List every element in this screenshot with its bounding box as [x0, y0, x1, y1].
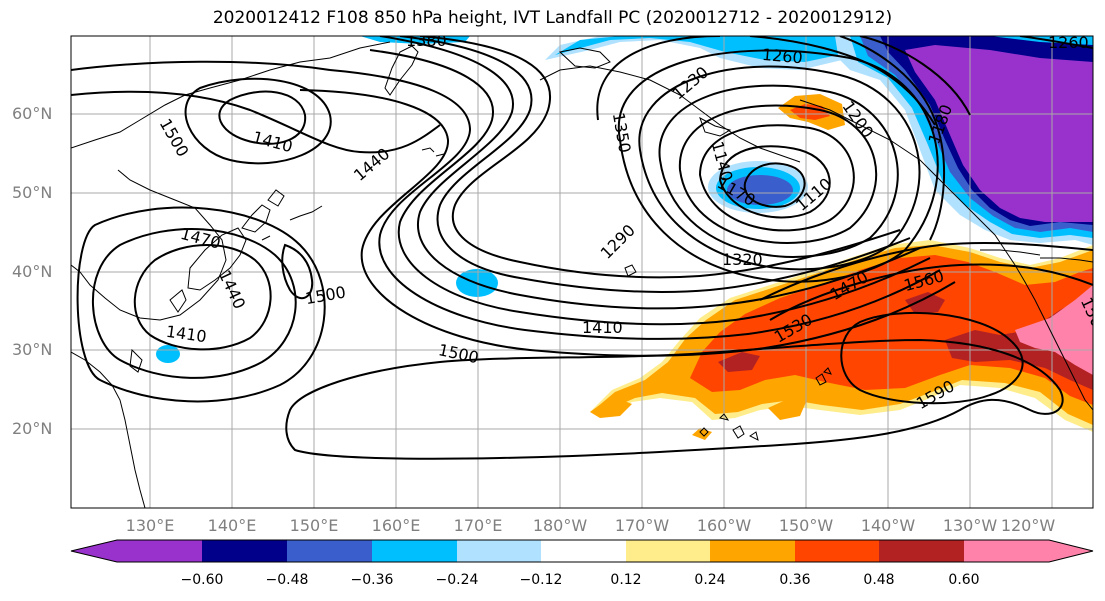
lon-label: 180°W — [532, 516, 588, 535]
colorbar-cell — [710, 540, 795, 562]
lon-label: 140°W — [860, 516, 916, 535]
lat-label-40n: 40°N — [12, 262, 53, 281]
colorbar-cell — [795, 540, 879, 562]
colorbar-tick-label: 0.48 — [863, 572, 895, 588]
colorbar-cell — [71, 540, 202, 562]
colorbar-cell — [457, 540, 541, 562]
contour-label: 1320 — [722, 250, 763, 269]
colorbar-tick-label: 0.36 — [779, 572, 811, 588]
contour-label: 1410 — [582, 318, 623, 337]
contour-label: 1260 — [1048, 33, 1089, 52]
colorbar-cell — [541, 540, 626, 562]
colorbar-cell — [879, 540, 964, 562]
lon-label: 150°E — [289, 516, 339, 535]
lat-label-50n: 50°N — [12, 183, 53, 202]
lon-label: 170°W — [614, 516, 670, 535]
lon-label: 160°W — [696, 516, 752, 535]
colorbar-tick-label: −0.24 — [435, 572, 479, 588]
lon-label: 130°E — [125, 516, 175, 535]
colorbar-cell — [626, 540, 710, 562]
lat-label-30n: 30°N — [12, 340, 53, 359]
height-contours — [71, 36, 1093, 460]
colorbar — [70, 539, 1094, 563]
lon-label: 120°W — [1000, 516, 1056, 535]
lon-label: 140°E — [207, 516, 257, 535]
colorbar-tick-label: 0.12 — [610, 572, 642, 588]
lon-label: 150°W — [778, 516, 834, 535]
colorbar-tick-label: −0.60 — [180, 572, 224, 588]
colorbar-tick-label: −0.36 — [350, 572, 394, 588]
colorbar-tick-label: −0.12 — [519, 572, 563, 588]
colorbar-cell — [964, 540, 1093, 562]
lat-label-20n: 20°N — [12, 419, 53, 438]
colorbar-tick-label: −0.48 — [265, 572, 309, 588]
positive-ivt-shading — [590, 94, 1093, 440]
colorbar-cell — [202, 540, 287, 562]
colorbar-tick-label: 0.60 — [948, 572, 980, 588]
lon-label: 160°E — [371, 516, 421, 535]
contour-label: 1260 — [761, 45, 803, 67]
plot-frame — [70, 35, 1094, 509]
contour-label: 1380 — [406, 31, 447, 50]
lon-label: 130°W — [942, 516, 998, 535]
map-title: 2020012412 F108 850 hPa height, IVT Land… — [212, 8, 893, 28]
lon-label: 170°E — [453, 516, 503, 535]
colorbar-cell — [287, 540, 372, 562]
colorbar-cell — [372, 540, 457, 562]
colorbar-tick-label: 0.24 — [694, 572, 726, 588]
lat-label-60n: 60°N — [12, 104, 53, 123]
